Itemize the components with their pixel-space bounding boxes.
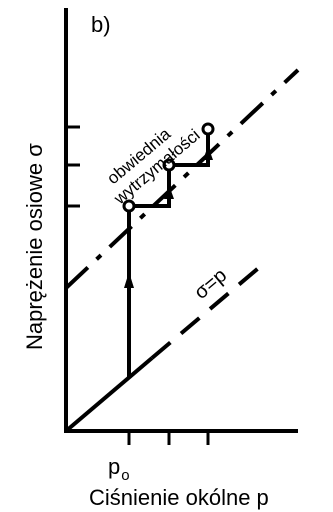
stress-path-3 [174, 133, 210, 167]
panel-label: b) [91, 12, 111, 37]
arrow-head [164, 185, 174, 199]
x-tick-subscript: o [121, 467, 129, 484]
arrow-head [124, 272, 134, 288]
failure-point-3 [201, 122, 215, 136]
x-tick-symbol: p [108, 454, 120, 479]
x-tick-label: po [108, 454, 130, 484]
arrow-head [203, 146, 213, 160]
y-axis-title: Naprężenie osiowe σ [22, 143, 47, 350]
hydrostatic-line-dashed [150, 258, 270, 360]
x-axis-title: Ciśnienie okólne p [89, 485, 269, 510]
hydrostatic-line [64, 356, 154, 433]
failure-envelope [64, 68, 300, 290]
stress-path-2 [134, 170, 171, 208]
